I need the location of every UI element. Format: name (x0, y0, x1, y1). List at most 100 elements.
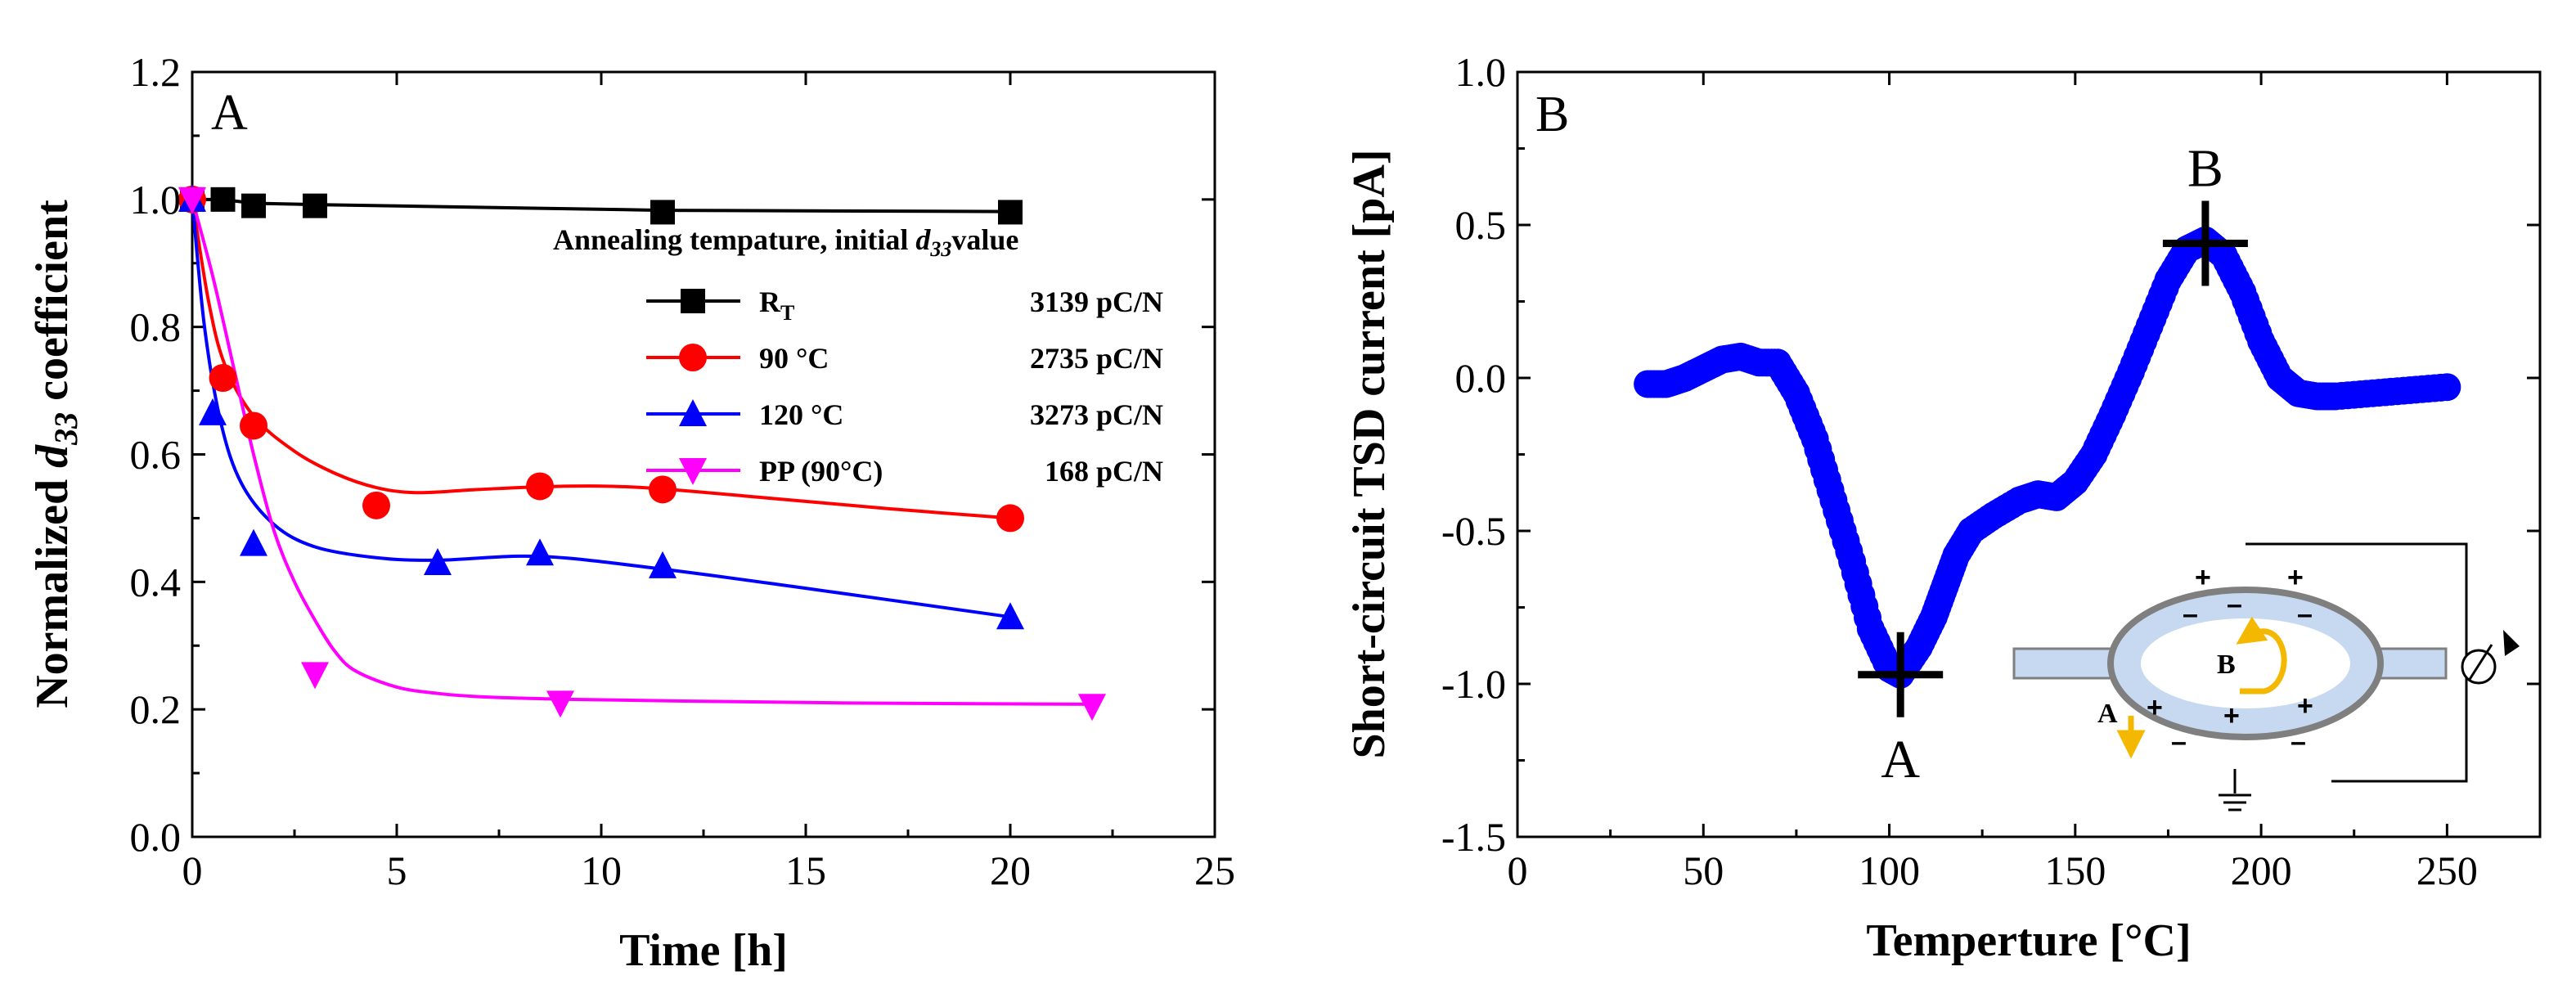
fit-curve-series-2 (191, 199, 1011, 619)
y-tick-label: -1.5 (1441, 814, 1506, 860)
data-point-series-1 (209, 364, 237, 392)
minus-charge-icon: – (2183, 599, 2198, 630)
fit-curve-series-3 (191, 199, 1093, 706)
legend-series-value: 2735 pC/N (1030, 342, 1163, 375)
y-axis-label-suffix: coefficient (27, 200, 78, 412)
data-point-series-0 (210, 187, 236, 212)
legend-marker (681, 289, 705, 313)
minus-charge-icon: – (2171, 726, 2187, 757)
data-point-series-1 (996, 504, 1024, 533)
ammeter-arrow-icon (2503, 630, 2520, 656)
y-tick-label: 0.8 (130, 304, 182, 350)
peak-label: A (1881, 730, 1920, 789)
minus-charge-icon: – (2297, 599, 2313, 630)
data-point-series-1 (526, 472, 554, 501)
legend-marker (679, 399, 707, 426)
inset-label-a: A (2097, 699, 2118, 729)
x-tick-labels-a: 0 5 10 15 20 25 (182, 847, 1236, 893)
data-point-series-3 (178, 187, 206, 214)
legend-series-name-text: PP (90°C) (759, 455, 883, 488)
chart-panel-a: 0 5 10 15 20 25 0.0 0.2 0.4 0.6 0.8 1.0 1.2 A Time … (27, 49, 1235, 976)
minus-charge-icon: – (2291, 726, 2306, 757)
data-point-series-2 (649, 551, 677, 578)
plus-charge-icon: + (2223, 700, 2240, 731)
y-tick-label: 1.0 (130, 177, 182, 223)
legend-title-pre: Annealing tempature, initial (553, 223, 915, 256)
legend-series-value: 3273 pC/N (1030, 398, 1163, 431)
x-tick-labels-b: 0 50 100 150 200 250 (1508, 847, 2478, 893)
legend-series-name: PP (90°C) (759, 455, 883, 488)
data-point-series-3 (301, 662, 329, 690)
x-tick-label: 0 (1508, 847, 1528, 893)
y-axis-label-sub: 33 (47, 412, 84, 446)
x-tick-label: 150 (2044, 847, 2106, 893)
legend-title-post: value (951, 223, 1018, 256)
y-tick-label: -0.5 (1441, 508, 1506, 554)
data-markers-a (178, 184, 1106, 722)
y-axis-label-a: Normalized d33 coefficient (27, 200, 84, 708)
plot-frame-b (1516, 70, 2542, 838)
data-point-series-3 (546, 690, 574, 718)
legend-series-name: RT (759, 285, 794, 325)
inset-negative-charges: – – – – – (2171, 589, 2313, 757)
x-axis-label-a: Time [h] (619, 925, 788, 976)
legend-a: Annealing tempature, initial d33value RT… (553, 223, 1163, 488)
tsd-data-point (2433, 373, 2461, 402)
data-point-series-0 (303, 193, 327, 218)
x-tick-label: 100 (1859, 847, 1920, 893)
y-tick-label: 0.4 (130, 559, 182, 605)
legend-series-value: 168 pC/N (1045, 455, 1163, 488)
legend-series-name-text: 90 °C (759, 342, 829, 375)
x-tick-label: 50 (1683, 847, 1724, 893)
x-axis-label-b: Temperture [°C] (1866, 915, 2191, 966)
x-tick-label: 0 (182, 847, 203, 893)
y-tick-label: -1.0 (1441, 661, 1506, 707)
axis-ticks-b (1516, 70, 2540, 838)
y-axis-label-symbol: d (27, 444, 78, 468)
legend-series-name: 90 °C (759, 342, 829, 375)
y-axis-label-prefix: Normalized (27, 468, 78, 708)
inset-arrow-b-icon (2236, 616, 2287, 695)
legend-title-sub: 33 (929, 237, 951, 261)
legend-rows: RT 3139 pC/N 90 °C 2735 pC/N 120 °C 3273 pC/N… (646, 285, 1163, 488)
ammeter-needle (2467, 644, 2493, 681)
data-point-series-0 (241, 193, 266, 218)
y-tick-label: 1.0 (1455, 49, 1507, 95)
x-tick-label: 10 (581, 847, 622, 893)
plot-frame-a (191, 70, 1216, 838)
y-tick-label: 0.6 (130, 432, 182, 478)
y-tick-label: 0.5 (1455, 202, 1507, 248)
data-point-series-1 (240, 411, 267, 440)
legend-marker (679, 458, 707, 485)
legend-title: Annealing tempature, initial d33value (553, 223, 1018, 261)
x-tick-label: 20 (990, 847, 1031, 893)
plus-charge-icon: + (2147, 692, 2163, 723)
peak-label: B (2187, 138, 2223, 198)
x-tick-label: 5 (387, 847, 407, 893)
data-point-series-2 (240, 528, 267, 556)
x-tick-label: 250 (2416, 847, 2478, 893)
plus-charge-icon: + (2195, 562, 2211, 593)
legend-marker (679, 344, 707, 371)
data-point-series-1 (362, 491, 390, 519)
chart-panel-b: 0 50 100 150 200 250 -1.5-1.0-0.50.00.51.0 B … (1344, 49, 2542, 966)
data-point-series-3 (1078, 694, 1106, 722)
legend-series-name-sub: T (780, 301, 794, 325)
inset-positive-charges: + + + + + (2147, 562, 2313, 731)
data-point-series-2 (526, 538, 554, 566)
y-tick-labels-a: 0.0 0.2 0.4 0.6 0.8 1.0 1.2 (130, 49, 182, 860)
legend-series-name-text: 120 °C (759, 398, 843, 431)
legend-series-name-text: R (759, 285, 781, 318)
data-point-series-2 (996, 602, 1024, 630)
plus-charge-icon: + (2297, 690, 2313, 722)
data-point-series-0 (650, 200, 675, 225)
y-tick-label: 0.0 (130, 814, 182, 860)
y-tick-label: 0.2 (130, 686, 182, 732)
minus-charge-icon: – (2227, 589, 2242, 620)
legend-title-symbol: d (915, 223, 931, 256)
data-point-series-1 (649, 475, 677, 504)
tsd-current-trace (1634, 226, 2461, 689)
fit-curves-a (191, 197, 1093, 706)
inset-void-inner (2141, 618, 2350, 708)
y-axis-label-b: Short-circuit TSD current [pA] (1344, 149, 1395, 758)
